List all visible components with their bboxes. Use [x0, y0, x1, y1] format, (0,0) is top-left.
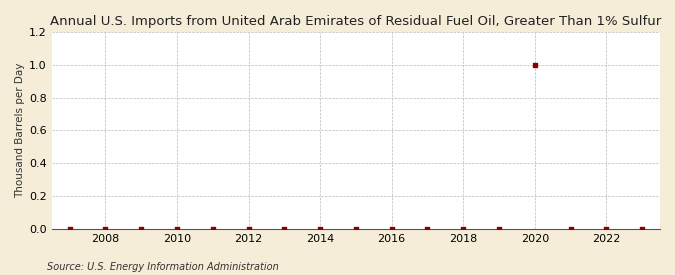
- Point: [601, 226, 612, 231]
- Point: [64, 226, 75, 231]
- Point: [422, 226, 433, 231]
- Point: [136, 226, 146, 231]
- Title: Annual U.S. Imports from United Arab Emirates of Residual Fuel Oil, Greater Than: Annual U.S. Imports from United Arab Emi…: [50, 15, 662, 28]
- Text: Source: U.S. Energy Information Administration: Source: U.S. Energy Information Administ…: [47, 262, 279, 272]
- Point: [243, 226, 254, 231]
- Point: [529, 62, 540, 67]
- Point: [207, 226, 218, 231]
- Point: [493, 226, 504, 231]
- Point: [350, 226, 361, 231]
- Point: [458, 226, 468, 231]
- Point: [279, 226, 290, 231]
- Point: [100, 226, 111, 231]
- Point: [565, 226, 576, 231]
- Point: [315, 226, 325, 231]
- Y-axis label: Thousand Barrels per Day: Thousand Barrels per Day: [15, 63, 25, 198]
- Point: [171, 226, 182, 231]
- Point: [637, 226, 647, 231]
- Point: [386, 226, 397, 231]
